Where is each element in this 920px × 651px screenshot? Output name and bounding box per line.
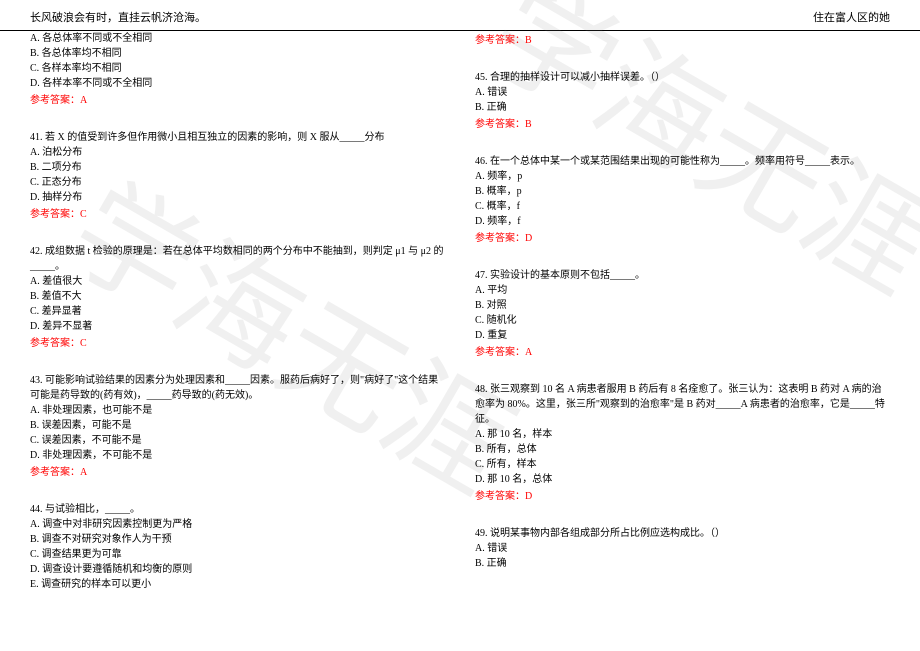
content-area: A. 各总体率不同或不全相同 B. 各总体率均不相同 C. 各样本率均不相同 D… <box>0 31 920 614</box>
q45-optB: B. 正确 <box>475 100 890 115</box>
q47-optB: B. 对照 <box>475 298 890 313</box>
q48-optB: B. 所有，总体 <box>475 442 890 457</box>
header-left: 长风破浪会有时，直挂云帆济沧海。 <box>30 10 206 27</box>
q42-text: 42. 成组数据 t 检验的原理是：若在总体平均数相同的两个分布中不能抽到，则判… <box>30 244 445 274</box>
question-42: 42. 成组数据 t 检验的原理是：若在总体平均数相同的两个分布中不能抽到，则判… <box>30 244 445 351</box>
q44-optB: B. 调查不对研究对象作人为干预 <box>30 532 445 547</box>
q41-text: 41. 若 X 的值受到许多但作用微小且相互独立的因素的影响，则 X 服从___… <box>30 130 445 145</box>
q46-answer: 参考答案：D <box>475 231 890 246</box>
q47-optD: D. 重复 <box>475 328 890 343</box>
question-49: 49. 说明某事物内部各组成部分所占比例应选构成比。（） A. 错误 B. 正确 <box>475 526 890 571</box>
q40-optD: D. 各样本率不同或不全相同 <box>30 76 445 91</box>
q41-answer: 参考答案：C <box>30 207 445 222</box>
q41-optC: C. 正态分布 <box>30 175 445 190</box>
right-column: 参考答案：B 45. 合理的抽样设计可以减小抽样误差。（） A. 错误 B. 正… <box>460 31 890 614</box>
q43-optA: A. 非处理因素，也可能不是 <box>30 403 445 418</box>
q46-optA: A. 频率，p <box>475 169 890 184</box>
q47-optA: A. 平均 <box>475 283 890 298</box>
q45-answer: 参考答案：B <box>475 117 890 132</box>
q42-optC: C. 差异显著 <box>30 304 445 319</box>
q42-optA: A. 差值很大 <box>30 274 445 289</box>
q44-optC: C. 调查结果更为可靠 <box>30 547 445 562</box>
q43-text: 43. 可能影响试验结果的因素分为处理因素和_____因素。服药后病好了，则"病… <box>30 373 445 403</box>
question-48: 48. 张三观察到 10 名 A 病患者服用 B 药后有 8 名痊愈了。张三认为… <box>475 382 890 504</box>
question-47: 47. 实验设计的基本原则不包括_____。 A. 平均 B. 对照 C. 随机… <box>475 268 890 360</box>
q43-optB: B. 误差因素，可能不是 <box>30 418 445 433</box>
q47-answer: 参考答案：A <box>475 345 890 360</box>
q46-text: 46. 在一个总体中某一个或某范围结果出现的可能性称为_____。频率用符号__… <box>475 154 890 169</box>
q44-optD: D. 调查设计要遵循随机和均衡的原则 <box>30 562 445 577</box>
q43-answer: 参考答案：A <box>30 465 445 480</box>
question-41: 41. 若 X 的值受到许多但作用微小且相互独立的因素的影响，则 X 服从___… <box>30 130 445 222</box>
q44-text: 44. 与试验相比，_____。 <box>30 502 445 517</box>
header-right: 住在富人区的她 <box>813 10 890 27</box>
q48-optD: D. 那 10 名，总体 <box>475 472 890 487</box>
q41-optD: D. 抽样分布 <box>30 190 445 205</box>
q41-optB: B. 二项分布 <box>30 160 445 175</box>
q40-optA: A. 各总体率不同或不全相同 <box>30 31 445 46</box>
question-44-answer-block: 参考答案：B <box>475 33 890 48</box>
page-header: 长风破浪会有时，直挂云帆济沧海。 住在富人区的她 <box>0 0 920 31</box>
q44-optE: E. 调查研究的样本可以更小 <box>30 577 445 592</box>
q41-optA: A. 泊松分布 <box>30 145 445 160</box>
q47-text: 47. 实验设计的基本原则不包括_____。 <box>475 268 890 283</box>
q46-optB: B. 概率，p <box>475 184 890 199</box>
q42-optD: D. 差异不显著 <box>30 319 445 334</box>
q43-optD: D. 非处理因素，不可能不是 <box>30 448 445 463</box>
q42-optB: B. 差值不大 <box>30 289 445 304</box>
q44-optA: A. 调查中对非研究因素控制更为严格 <box>30 517 445 532</box>
q42-answer: 参考答案：C <box>30 336 445 351</box>
q45-text: 45. 合理的抽样设计可以减小抽样误差。（） <box>475 70 890 85</box>
q48-answer: 参考答案：D <box>475 489 890 504</box>
left-column: A. 各总体率不同或不全相同 B. 各总体率均不相同 C. 各样本率均不相同 D… <box>30 31 460 614</box>
q46-optD: D. 频率，f <box>475 214 890 229</box>
question-46: 46. 在一个总体中某一个或某范围结果出现的可能性称为_____。频率用符号__… <box>475 154 890 246</box>
q46-optC: C. 概率，f <box>475 199 890 214</box>
question-45: 45. 合理的抽样设计可以减小抽样误差。（） A. 错误 B. 正确 参考答案：… <box>475 70 890 132</box>
q48-optC: C. 所有，样本 <box>475 457 890 472</box>
question-44: 44. 与试验相比，_____。 A. 调查中对非研究因素控制更为严格 B. 调… <box>30 502 445 592</box>
q40-answer: 参考答案：A <box>30 93 445 108</box>
q40-optC: C. 各样本率均不相同 <box>30 61 445 76</box>
q49-optB: B. 正确 <box>475 556 890 571</box>
q44-answer: 参考答案：B <box>475 33 890 48</box>
q43-optC: C. 误差因素，不可能不是 <box>30 433 445 448</box>
q40-optB: B. 各总体率均不相同 <box>30 46 445 61</box>
q49-optA: A. 错误 <box>475 541 890 556</box>
q45-optA: A. 错误 <box>475 85 890 100</box>
question-40: A. 各总体率不同或不全相同 B. 各总体率均不相同 C. 各样本率均不相同 D… <box>30 31 445 108</box>
q47-optC: C. 随机化 <box>475 313 890 328</box>
q48-text: 48. 张三观察到 10 名 A 病患者服用 B 药后有 8 名痊愈了。张三认为… <box>475 382 890 427</box>
question-43: 43. 可能影响试验结果的因素分为处理因素和_____因素。服药后病好了，则"病… <box>30 373 445 480</box>
q48-optA: A. 那 10 名，样本 <box>475 427 890 442</box>
q49-text: 49. 说明某事物内部各组成部分所占比例应选构成比。（） <box>475 526 890 541</box>
